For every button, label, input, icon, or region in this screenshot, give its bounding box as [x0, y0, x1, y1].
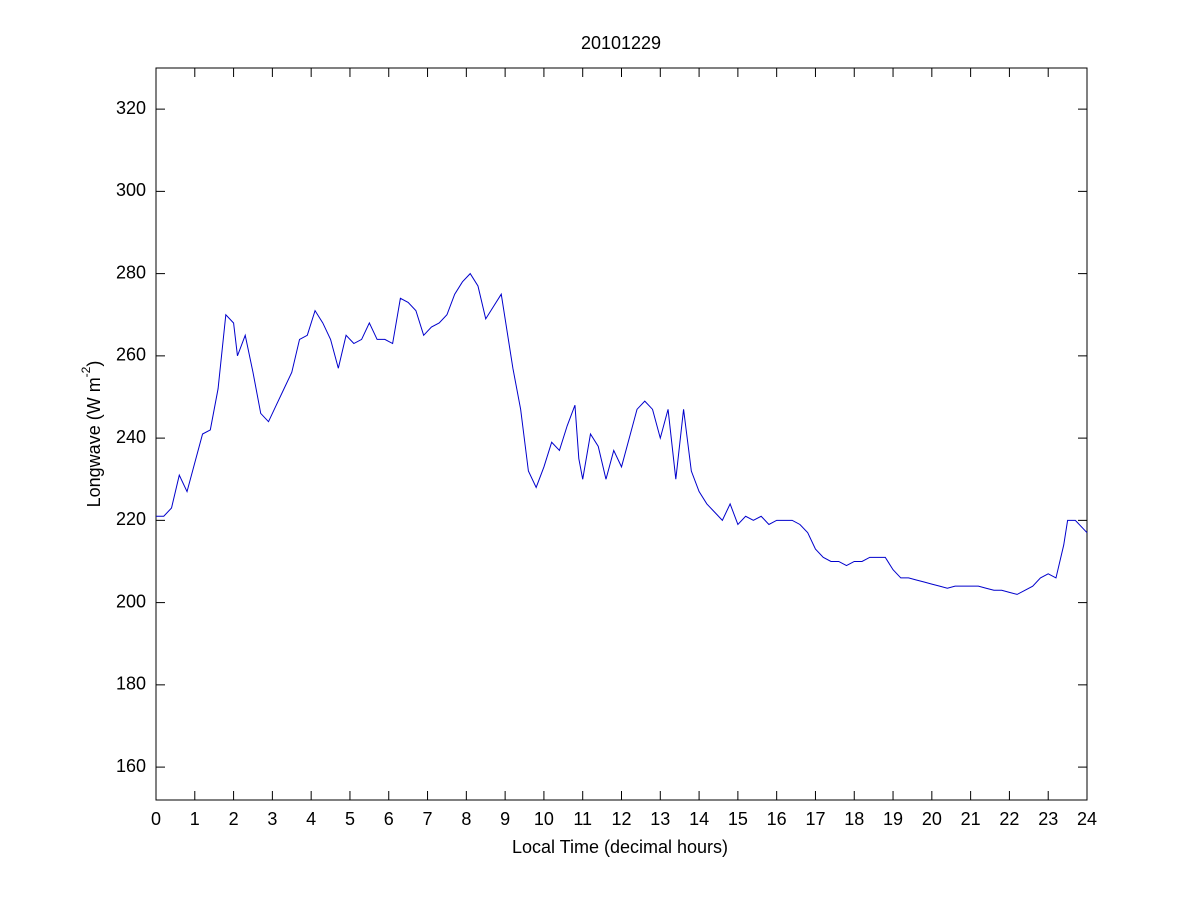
y-axis-label: Longwave (W m-2)	[79, 361, 104, 508]
x-tick-label: 22	[999, 809, 1019, 829]
x-tick-label: 2	[229, 809, 239, 829]
x-tick-label: 4	[306, 809, 316, 829]
x-tick-label: 14	[689, 809, 709, 829]
x-tick-label: 15	[728, 809, 748, 829]
x-tick-label: 19	[883, 809, 903, 829]
x-tick-label: 20	[922, 809, 942, 829]
y-tick-label: 260	[116, 345, 146, 365]
x-tick-label: 13	[650, 809, 670, 829]
y-tick-label: 240	[116, 427, 146, 447]
x-tick-label: 9	[500, 809, 510, 829]
x-tick-label: 1	[190, 809, 200, 829]
x-tick-label: 0	[151, 809, 161, 829]
x-tick-label: 6	[384, 809, 394, 829]
x-tick-label: 12	[611, 809, 631, 829]
y-label-close: )	[84, 361, 104, 367]
x-tick-label: 18	[844, 809, 864, 829]
x-tick-label: 16	[767, 809, 787, 829]
x-axis-label: Local Time (decimal hours)	[512, 837, 728, 857]
data-line	[156, 272, 1088, 595]
y-tick-label: 180	[116, 674, 146, 694]
x-tick-label: 8	[461, 809, 471, 829]
x-tick-label: 17	[805, 809, 825, 829]
chart-title: 20101229	[581, 33, 661, 53]
y-label-sup: -2	[79, 366, 93, 377]
y-tick-label: 160	[116, 756, 146, 776]
y-tick-label: 220	[116, 509, 146, 529]
y-label-text: Longwave (W m	[84, 377, 104, 507]
x-tick-label: 10	[534, 809, 554, 829]
x-tick-label: 5	[345, 809, 355, 829]
y-tick-label: 280	[116, 262, 146, 282]
y-tick-label: 320	[116, 98, 146, 118]
x-tick-label: 7	[423, 809, 433, 829]
y-tick-label: 300	[116, 180, 146, 200]
x-tick-label: 3	[267, 809, 277, 829]
x-tick-label: 21	[961, 809, 981, 829]
x-tick-label: 24	[1077, 809, 1097, 829]
x-tick-label: 23	[1038, 809, 1058, 829]
x-tick-label: 11	[573, 809, 592, 829]
y-tick-label: 200	[116, 591, 146, 611]
